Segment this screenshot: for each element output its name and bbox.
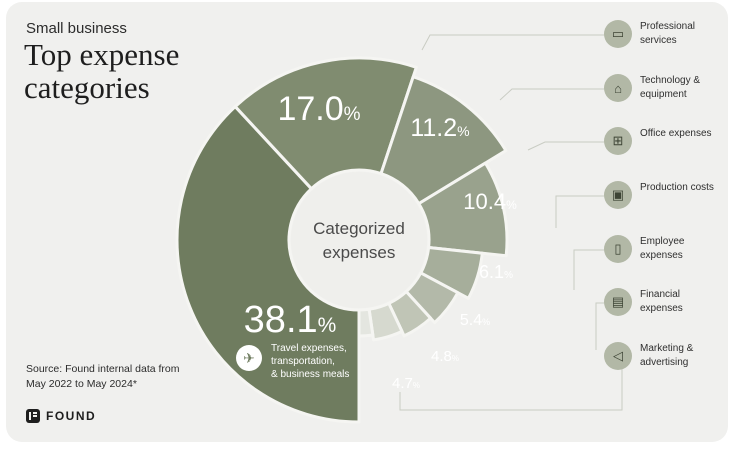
legend-connector-line — [527, 141, 610, 151]
donut-slice — [419, 245, 484, 300]
chart-title: Top expense categories — [24, 37, 180, 105]
money-icon: ▤ — [604, 288, 632, 316]
donut-slice — [417, 161, 509, 258]
donut-slice — [357, 307, 375, 338]
legend-item: ▯ Employee expenses — [604, 235, 718, 263]
office-chair-icon: ⊞ — [604, 127, 632, 155]
monitor-icon: ▣ — [604, 181, 632, 209]
legend-label: Employee expenses — [640, 236, 685, 261]
found-logo: FOUND — [26, 408, 96, 424]
legend-label: Technology & equipment — [640, 75, 701, 100]
legend-item: ▣ Production costs — [604, 181, 718, 209]
legend-connector-line — [421, 34, 610, 51]
donut-center — [291, 172, 427, 308]
slice-value-label: 10.4% — [463, 189, 517, 214]
slice-value-label: 11.2% — [410, 114, 469, 142]
legend-item: ◁ Marketing & advertising — [604, 342, 718, 370]
legend-item: ▭ Professional services — [604, 20, 718, 48]
slice-value-label: 38.1% — [244, 299, 337, 341]
legend-label: Production costs — [640, 182, 714, 193]
found-logo-text: FOUND — [46, 409, 97, 423]
donut-slice — [233, 56, 418, 191]
briefcase-icon: ▭ — [604, 20, 632, 48]
source-note: Source: Found internal data from May 202… — [26, 363, 180, 390]
donut-slice — [379, 75, 508, 206]
legend-item: ▤ Financial expenses — [604, 288, 718, 316]
chart-subtitle: Small business — [26, 20, 127, 37]
slice-value-label: 17.0% — [277, 90, 360, 128]
badge-icon: ▯ — [604, 235, 632, 263]
found-logo-icon — [26, 409, 40, 423]
slice-value-label: 4.8% — [431, 348, 459, 365]
megaphone-icon: ◁ — [604, 342, 632, 370]
legend-label: Professional services — [640, 21, 696, 46]
slice-value-label: 4.7% — [392, 375, 420, 392]
legend-label: Office expenses — [640, 128, 712, 139]
legend-connector-line — [555, 195, 610, 228]
airplane-icon-glyph: ✈ — [243, 351, 255, 367]
slice-value-label: 5.4% — [460, 312, 490, 329]
center-label: Categorized expenses — [313, 219, 405, 262]
laptop-icon: ⌂ — [604, 74, 632, 102]
slice-value-label: 6.1% — [479, 262, 513, 282]
legend-connector-line — [399, 360, 623, 411]
donut-slice — [175, 105, 361, 424]
legend-label: Marketing & advertising — [640, 343, 694, 368]
legend-connector-line — [499, 88, 610, 101]
legend-item: ⊞ Office expenses — [604, 127, 718, 155]
legend-item: ⌂ Technology & equipment — [604, 74, 718, 102]
airplane-icon — [236, 345, 262, 371]
travel-slice-label: Travel expenses, transportation, & busines… — [271, 343, 349, 380]
legend-label: Financial expenses — [640, 289, 683, 314]
legend-connector-line — [573, 249, 610, 290]
